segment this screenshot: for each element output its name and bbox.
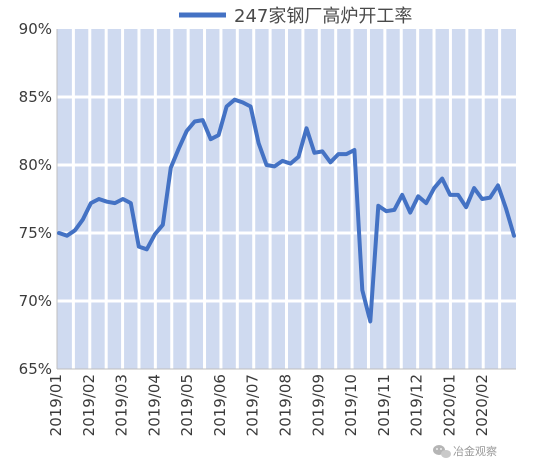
x-tick-label: 2019/02 bbox=[80, 374, 98, 436]
y-tick-label: 90% bbox=[19, 20, 52, 38]
x-tick-label: 2019/11 bbox=[375, 374, 393, 436]
y-tick-label: 85% bbox=[19, 88, 52, 106]
wechat-icon bbox=[433, 445, 451, 458]
x-tick-label: 2019/01 bbox=[47, 374, 65, 436]
x-tick-label: 2019/06 bbox=[211, 374, 229, 436]
x-tick-label: 2019/10 bbox=[342, 374, 360, 436]
x-tick-label: 2019/05 bbox=[178, 374, 196, 436]
horizontal-gridlines bbox=[57, 95, 516, 303]
x-tick-label: 2019/09 bbox=[309, 374, 327, 436]
y-axis-tick-labels: 90% 85% 80% 75% 70% 65% bbox=[19, 20, 52, 378]
watermark: 冶金观察 bbox=[433, 444, 497, 458]
x-tick-label: 2020/01 bbox=[440, 374, 458, 436]
x-tick-label: 2019/04 bbox=[145, 374, 163, 436]
y-tick-label: 80% bbox=[19, 156, 52, 174]
x-axis-tick-labels: 2019/01 2019/02 2019/03 2019/04 2019/05 2019/… bbox=[47, 374, 491, 436]
y-tick-label: 65% bbox=[19, 360, 52, 378]
x-tick-label: 2019/12 bbox=[408, 374, 426, 436]
axes bbox=[56, 29, 516, 370]
x-tick-label: 2020/02 bbox=[473, 374, 491, 436]
watermark-text: 冶金观察 bbox=[453, 444, 497, 458]
y-tick-label: 75% bbox=[19, 224, 52, 242]
series-line bbox=[57, 97, 516, 324]
legend-label: 247家钢厂高炉开工率 bbox=[234, 6, 412, 27]
x-tick-label: 2019/07 bbox=[244, 374, 262, 436]
x-tick-label: 2019/03 bbox=[113, 374, 131, 436]
y-tick-label: 70% bbox=[19, 292, 52, 310]
x-tick-label: 2019/08 bbox=[277, 374, 295, 436]
series-layer bbox=[57, 97, 516, 324]
legend: 247家钢厂高炉开工率 bbox=[179, 6, 412, 27]
